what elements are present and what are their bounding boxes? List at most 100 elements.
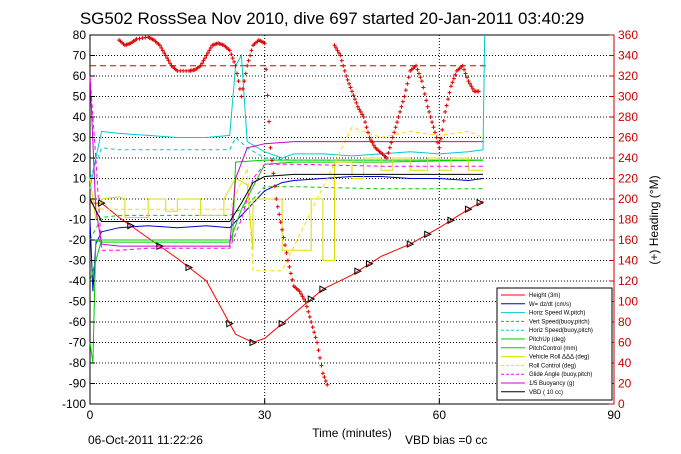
heading-point [350, 89, 354, 94]
heading-point [283, 243, 288, 248]
heading-point [430, 120, 435, 125]
heading-point [140, 36, 145, 41]
legend-label: Horiz Speed(buoy,pitch) [529, 328, 593, 334]
y-right-tick-label: 300 [618, 90, 638, 104]
series-line-vbd [89, 173, 483, 222]
y-right-tick-label: 80 [618, 315, 632, 329]
y-right-tick-label: 40 [618, 356, 632, 370]
heading-point [290, 277, 295, 282]
heading-point [363, 120, 368, 125]
heading-point [239, 94, 244, 99]
legend-label: Glide Angle (buoy,pitch) [529, 372, 592, 378]
legend: Height (3m) W= dz/dt (cm/s) Horiz Speed W,… [496, 287, 613, 401]
heading-point [316, 348, 321, 353]
y-axis-right-label: (+) Heading (°M) [647, 175, 661, 264]
heading-point [264, 67, 269, 72]
heading-point [405, 81, 410, 86]
height-marker [447, 216, 456, 225]
heading-point [355, 104, 360, 109]
heading-point [443, 109, 448, 114]
heading-point [432, 130, 437, 135]
x-tick-label: 30 [258, 408, 272, 422]
heading-point [447, 90, 452, 95]
x-tick-label: 90 [607, 408, 621, 422]
height-marker [354, 267, 362, 275]
heading-point [272, 184, 277, 189]
series-line-vert_buoy [89, 186, 483, 241]
legend-box [496, 287, 613, 401]
x-tick-label: 0 [87, 408, 94, 422]
heading-point [342, 68, 347, 73]
heading-point [400, 99, 405, 104]
heading-point [307, 314, 312, 319]
heading-point [352, 97, 357, 102]
heading-point [370, 140, 375, 145]
heading-point [466, 79, 471, 84]
heading-point [304, 304, 309, 309]
heading-point [235, 71, 240, 76]
heading-point [299, 291, 304, 296]
heading-point [269, 158, 274, 163]
legend-label: 1/5 Buoyancy (g) [529, 381, 574, 387]
heading-point [464, 75, 469, 80]
height-marker [424, 230, 432, 239]
legend-label: Height (3m) [529, 293, 560, 299]
heading-point [301, 296, 306, 301]
heading-point [207, 48, 212, 53]
heading-point [159, 45, 164, 50]
heading-point [198, 63, 203, 68]
heading-point [448, 84, 453, 89]
heading-point [233, 63, 238, 68]
heading-point [309, 320, 314, 324]
y-right-tick-label: 0 [618, 397, 625, 411]
heading-point [393, 125, 398, 130]
y-left-tick-label: 80 [73, 28, 87, 42]
heading-point [437, 145, 442, 150]
heading-point [424, 98, 429, 103]
y-right-tick-label: 140 [618, 254, 638, 268]
heading-point [243, 71, 248, 76]
heading-point [143, 35, 148, 40]
heading-point [285, 258, 290, 263]
heading-point [364, 125, 369, 130]
height-marker [156, 242, 164, 250]
heading-point [460, 63, 465, 68]
heading-point [271, 171, 276, 176]
height-marker [185, 263, 194, 272]
heading-point [453, 72, 458, 77]
heading-point [341, 63, 346, 68]
heading-point [422, 91, 427, 96]
heading-point [402, 94, 407, 99]
y-left-tick-label: 10 [73, 172, 87, 186]
heading-point [451, 76, 456, 81]
heading-point [395, 120, 400, 125]
height-marker [98, 199, 106, 207]
heading-point [246, 58, 251, 63]
heading-point [389, 140, 394, 145]
heading-point [428, 115, 433, 119]
height-marker [464, 205, 473, 214]
y-left-tick-label: -60 [69, 315, 87, 329]
y-left-tick-label: -20 [69, 233, 87, 247]
heading-point [333, 45, 338, 50]
heading-point [297, 289, 302, 294]
series-line-glide [89, 75, 483, 251]
axes: 80706050403020100-10-20-30-40-50-60-70-8… [62, 28, 638, 422]
heading-point [165, 56, 170, 61]
heading-point [268, 145, 273, 150]
y-right-tick-label: 100 [618, 295, 638, 309]
legend-label: W= dz/dt (cm/s) [529, 302, 571, 308]
heading-point [344, 74, 349, 78]
heading-point [227, 48, 232, 53]
heading-point [166, 58, 171, 63]
heading-point [476, 89, 481, 94]
x-axis-label: Time (minutes) [312, 426, 392, 440]
heading-point [336, 50, 341, 55]
y-right-tick-label: 340 [618, 49, 638, 63]
series-line-roll_ctrl [89, 126, 484, 272]
y-right-tick-label: 180 [618, 213, 638, 227]
height-marker [278, 319, 287, 328]
heading-point [242, 79, 247, 84]
height-marker [365, 259, 374, 268]
series-line-height [90, 200, 484, 344]
